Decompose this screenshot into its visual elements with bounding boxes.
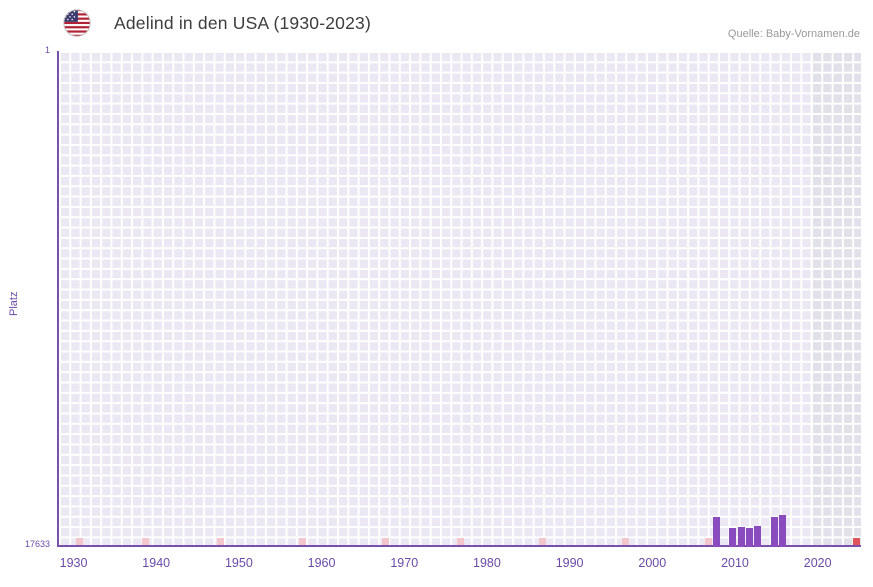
x-tick-label: 1960: [307, 556, 336, 570]
future-shaded-region: [811, 51, 861, 547]
x-tick-label: 1970: [390, 556, 419, 570]
x-tick-label: 1980: [473, 556, 501, 570]
rank-bar[interactable]: [770, 517, 778, 547]
unranked-marker[interactable]: [704, 538, 712, 545]
x-axis-ticks: 1930 1940 1950 1960 1970 1980 1990 2000 2010 2020: [57, 556, 861, 576]
rank-bar[interactable]: [737, 527, 745, 547]
plot-area: [57, 51, 861, 547]
unranked-marker[interactable]: [299, 538, 307, 545]
unranked-marker[interactable]: [382, 538, 390, 545]
x-axis-line: [59, 545, 861, 547]
rank-bar[interactable]: [745, 528, 753, 547]
x-tick-label: 2000: [638, 556, 667, 570]
unranked-marker[interactable]: [216, 538, 224, 545]
rank-bar[interactable]: [729, 527, 737, 547]
source-link[interactable]: Quelle: Baby-Vornamen.de: [727, 28, 860, 40]
x-tick-label: 1930: [59, 556, 88, 570]
current-year-marker[interactable]: [853, 538, 861, 545]
unranked-marker[interactable]: [621, 538, 629, 545]
rank-bar[interactable]: [712, 516, 720, 547]
rank-bar[interactable]: [754, 526, 762, 547]
unranked-marker[interactable]: [76, 538, 84, 545]
y-axis-title: Platz: [8, 291, 20, 316]
x-tick-label: 2020: [803, 556, 832, 570]
y-axis-top-label: 1: [44, 45, 50, 55]
x-tick-label: 1990: [555, 556, 584, 570]
us-flag-icon: [63, 9, 91, 37]
rank-bar[interactable]: [778, 515, 786, 547]
chart-title: Adelind in den USA (1930-2023): [114, 13, 372, 33]
x-tick-label: 2010: [721, 556, 749, 570]
y-axis-bottom-label: 17633: [24, 539, 50, 549]
x-tick-label: 1940: [142, 556, 171, 570]
unranked-marker[interactable]: [539, 538, 547, 545]
unranked-marker[interactable]: [456, 538, 464, 545]
x-tick-label: 1950: [224, 556, 253, 570]
unranked-marker[interactable]: [142, 538, 150, 545]
